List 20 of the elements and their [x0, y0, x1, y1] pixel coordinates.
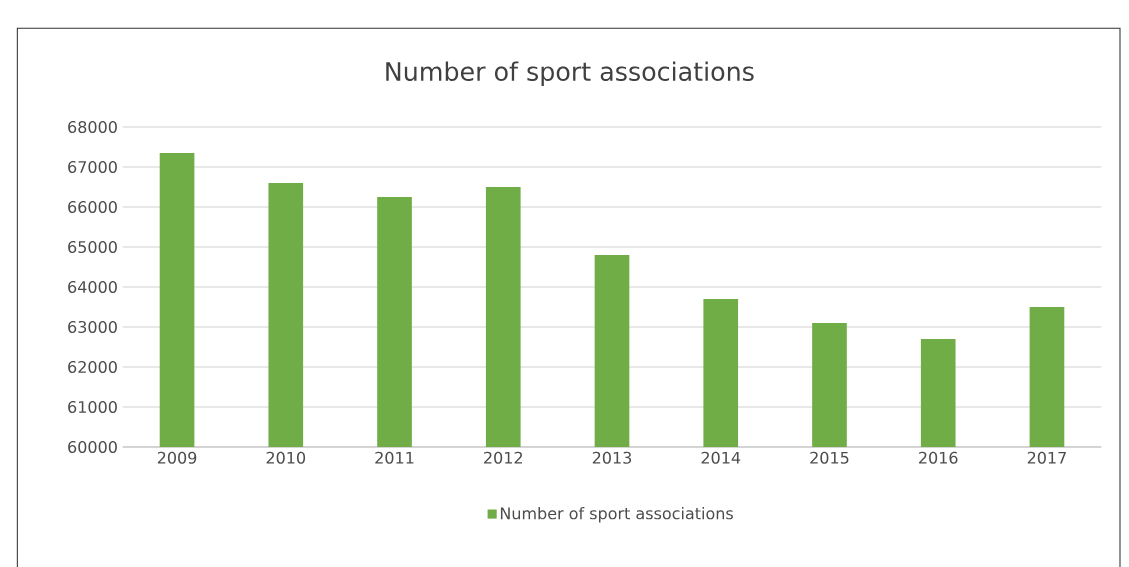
x-tick-label: 2012: [484, 451, 522, 464]
y-tick-label: 67000: [68, 160, 117, 174]
y-tick-label: 63000: [68, 320, 117, 334]
x-tick-label: 2010: [266, 451, 306, 464]
y-tick-label: 65000: [68, 240, 117, 254]
chart-title: Number of sport associations: [386, 61, 754, 86]
x-tick-label: 2016: [919, 451, 958, 464]
legend-label: Number of sport associations: [500, 506, 733, 523]
x-tick-label: 2009: [157, 451, 197, 464]
y-tick-label: 66000: [68, 200, 117, 214]
x-tick-label: 2017: [1027, 451, 1066, 464]
y-tick-label: 60000: [68, 440, 117, 454]
x-tick-label: 2011: [375, 451, 414, 464]
y-tick-label: 62000: [68, 360, 117, 374]
x-tick-label: 2015: [810, 451, 849, 464]
x-tick-label: 2014: [701, 451, 741, 464]
y-tick-label: 61000: [68, 400, 117, 414]
y-tick-label: 64000: [68, 280, 117, 294]
y-tick-label: 68000: [68, 120, 117, 134]
x-tick-label: 2013: [592, 451, 632, 464]
